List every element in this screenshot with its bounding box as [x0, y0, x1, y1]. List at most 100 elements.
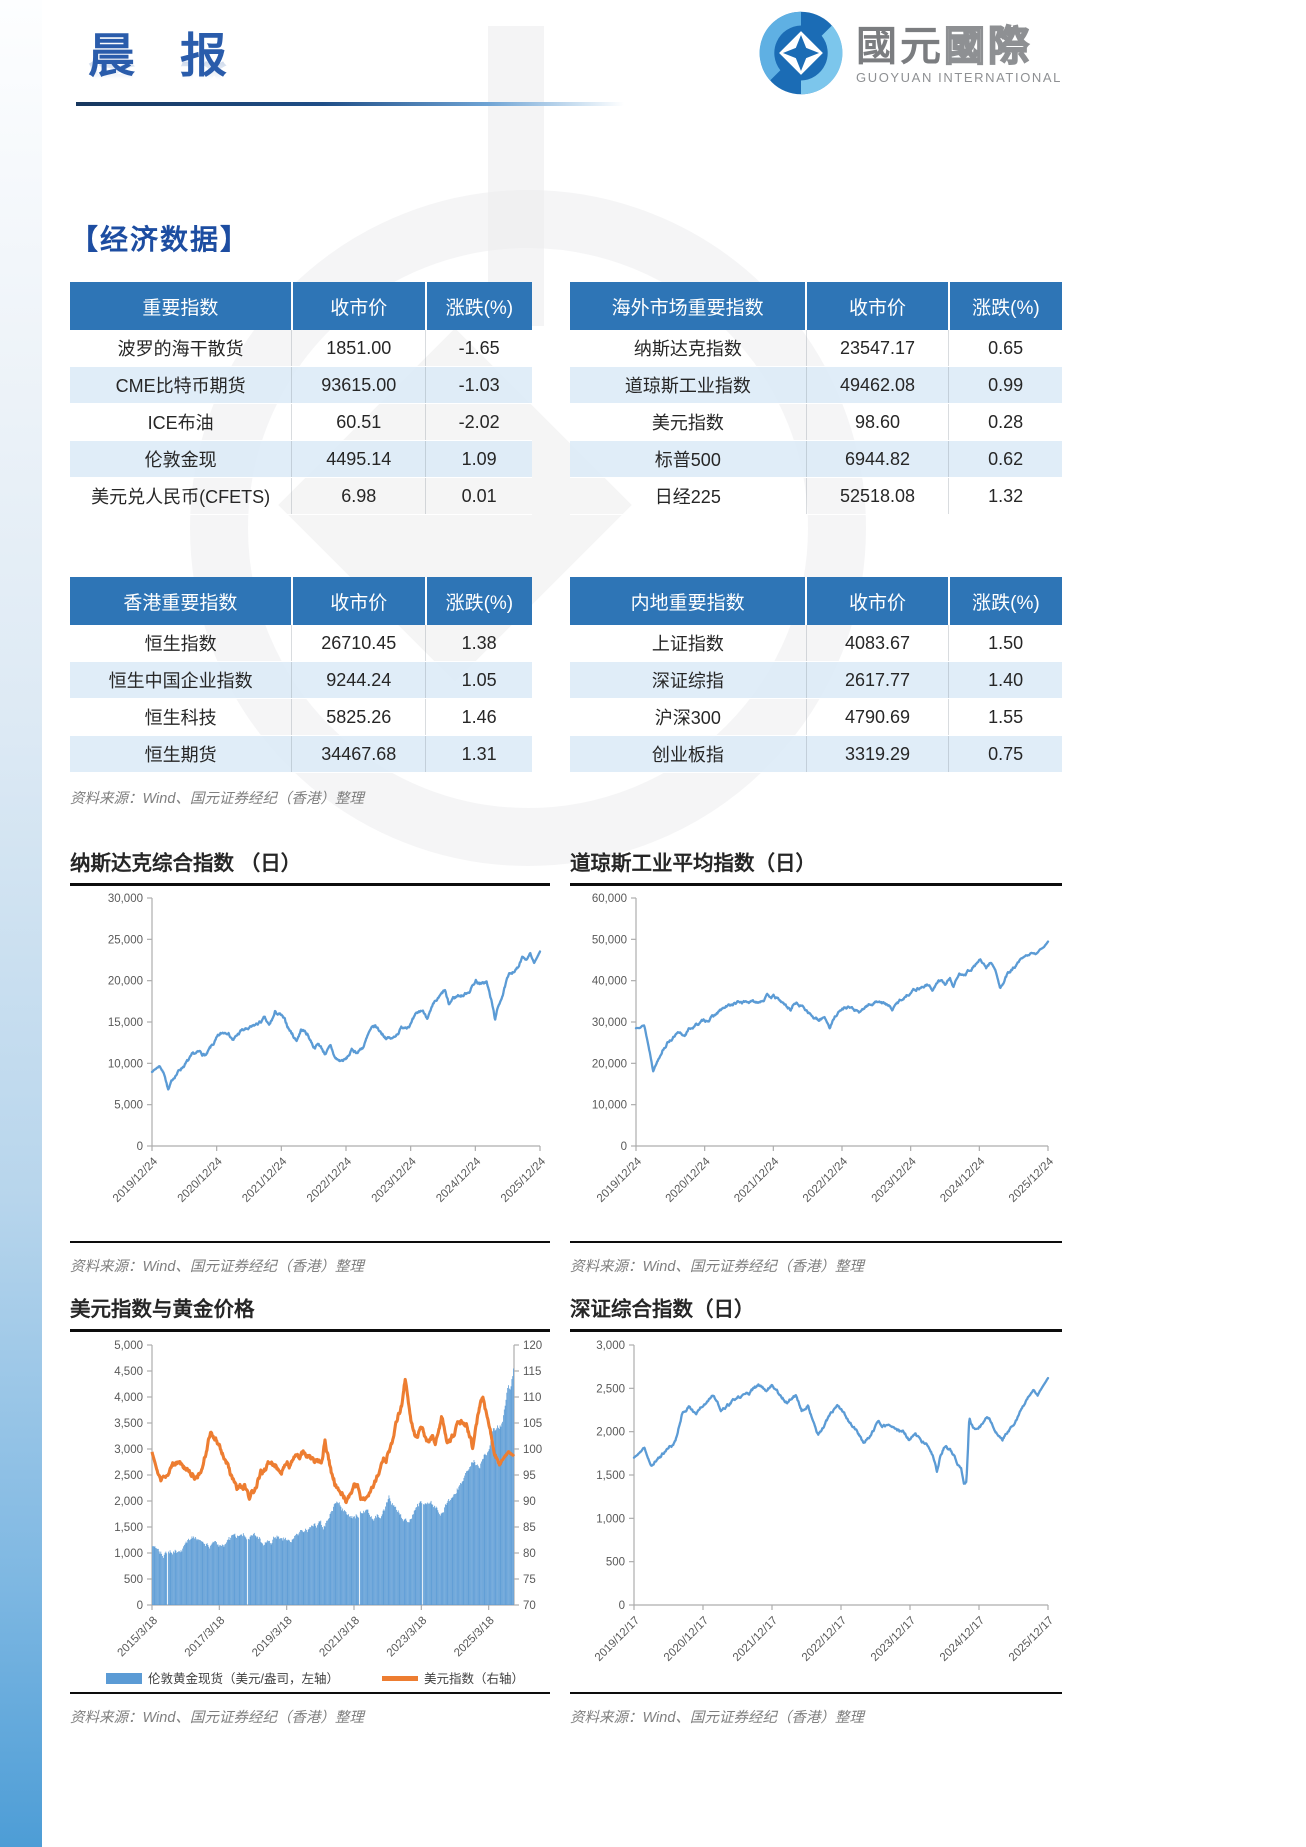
table-row: 美元兑人民币(CFETS) 6.98 0.01: [70, 477, 532, 515]
svg-text:110: 110: [523, 1392, 541, 1404]
table-row: 沪深300 4790.69 1.55: [570, 698, 1062, 736]
svg-text:500: 500: [606, 1557, 625, 1569]
table-row: ICE布油 60.51 -2.02: [70, 403, 532, 441]
svg-text:2022/12/17: 2022/12/17: [800, 1615, 849, 1664]
svg-text:2021/12/17: 2021/12/17: [731, 1615, 780, 1664]
table-row: 纳斯达克指数 23547.17 0.65: [570, 330, 1062, 367]
table-row: 上证指数 4083.67 1.50: [570, 625, 1062, 662]
svg-text:2,500: 2,500: [596, 1383, 625, 1395]
svg-text:2022/12/24: 2022/12/24: [801, 1155, 851, 1205]
table-cell: 1.38: [425, 625, 532, 662]
svg-text:3,000: 3,000: [596, 1340, 625, 1352]
table-cell: 5825.26: [291, 698, 426, 736]
table-cell: 1.40: [948, 661, 1062, 699]
table-row: 标普500 6944.82 0.62: [570, 440, 1062, 478]
svg-text:2021/12/24: 2021/12/24: [732, 1155, 782, 1205]
table-important-indices: 重要指数 收市价 涨跌(%) 波罗的海干散货 1851.00 -1.65 CME比特币期货 9…: [70, 282, 532, 515]
table-cell: 0.75: [948, 735, 1062, 773]
svg-text:5,000: 5,000: [114, 1340, 143, 1352]
table-cell: 0.62: [948, 440, 1062, 478]
table-cell: 4495.14: [291, 440, 426, 478]
table-cell: 1.50: [948, 625, 1062, 662]
svg-text:20,000: 20,000: [592, 1058, 627, 1070]
svg-text:2020/12/17: 2020/12/17: [662, 1615, 711, 1664]
table-header-cell: 收市价: [805, 282, 949, 330]
svg-text:60,000: 60,000: [592, 893, 627, 905]
usd-index-line-series: [150, 1377, 516, 1505]
svg-text:1,500: 1,500: [114, 1522, 143, 1534]
chart-source-note: 资料来源：Wind、国元证券经纪（香港）整理: [70, 1710, 364, 1726]
svg-text:500: 500: [124, 1574, 143, 1586]
table-hk-indices: 香港重要指数 收市价 涨跌(%) 恒生指数 26710.45 1.38 恒生中国企业指数 92…: [70, 577, 532, 773]
table-cell: 深证综指: [570, 661, 807, 699]
table-cell: 道琼斯工业指数: [570, 366, 807, 404]
svg-text:1,000: 1,000: [114, 1548, 143, 1560]
table-header-cell: 重要指数: [70, 282, 292, 330]
svg-text:2025/12/24: 2025/12/24: [499, 1155, 549, 1205]
svg-text:2023/3/18: 2023/3/18: [385, 1615, 430, 1660]
table-row: 创业板指 3319.29 0.75: [570, 735, 1062, 773]
svg-text:120: 120: [523, 1340, 542, 1352]
svg-text:15,000: 15,000: [108, 1017, 143, 1029]
tables-row-1: 重要指数 收市价 涨跌(%) 波罗的海干散货 1851.00 -1.65 CME比特币期货 9…: [70, 282, 1062, 515]
svg-text:4,500: 4,500: [114, 1366, 143, 1378]
chart-source-note: 资料来源：Wind、国元证券经纪（香港）整理: [570, 1259, 864, 1275]
charts-row-1: 纳斯达克综合指数 （日） 0 5,000 10,000 15,000 20,000 25,…: [70, 846, 1062, 1243]
svg-text:80: 80: [523, 1548, 536, 1560]
table-cell: 1.32: [948, 477, 1062, 515]
chart-block-nasdaq: 纳斯达克综合指数 （日） 0 5,000 10,000 15,000 20,000 25,…: [70, 846, 550, 1243]
svg-text:2017/3/18: 2017/3/18: [183, 1615, 228, 1660]
table-cell: 60.51: [291, 403, 426, 441]
chart-source-note: 资料来源：Wind、国元证券经纪（香港）整理: [570, 1710, 864, 1726]
table-overseas-indices: 海外市场重要指数 收市价 涨跌(%) 纳斯达克指数 23547.17 0.65 道琼斯工业指…: [570, 282, 1062, 515]
table-cell: 34467.68: [291, 735, 426, 773]
svg-text:70: 70: [523, 1600, 536, 1612]
svg-text:20,000: 20,000: [108, 976, 143, 988]
table-cell: 日经225: [570, 477, 807, 515]
report-title: 晨 报: [88, 29, 244, 82]
svg-text:95: 95: [523, 1470, 536, 1482]
svg-text:2025/12/24: 2025/12/24: [1007, 1155, 1057, 1205]
svg-text:85: 85: [523, 1522, 536, 1534]
svg-text:50,000: 50,000: [592, 934, 627, 946]
table-row: 波罗的海干散货 1851.00 -1.65: [70, 330, 532, 367]
table-cell: 0.01: [425, 477, 532, 515]
tables-source-note: 资料来源：Wind、国元证券经纪（香港）整理: [70, 791, 364, 807]
table-cell: 美元指数: [570, 403, 807, 441]
chart-source-note: 资料来源：Wind、国元证券经纪（香港）整理: [70, 1259, 364, 1275]
company-logo: 國元國際 GUOYUAN INTERNATIONAL: [758, 10, 1062, 101]
svg-text:0: 0: [137, 1600, 143, 1612]
table-cell: 创业板指: [570, 735, 807, 773]
svg-text:30,000: 30,000: [108, 893, 143, 905]
table-cell: 标普500: [570, 440, 807, 478]
table-row: 日经225 52518.08 1.32: [570, 477, 1062, 515]
table-cell: 3319.29: [805, 735, 949, 773]
table-cell: -2.02: [425, 403, 532, 441]
table-cell: 恒生指数: [70, 625, 292, 662]
svg-text:伦敦黄金现货（美元/盎司，左轴）: 伦敦黄金现货（美元/盎司，左轴）: [148, 1671, 339, 1686]
chart-block-dow: 道琼斯工业平均指数（日） 0 10,000 20,000 30,000 40,000 50…: [570, 846, 1062, 1243]
table-header-row: 内地重要指数 收市价 涨跌(%): [570, 577, 1062, 625]
table-header-cell: 涨跌(%): [424, 577, 532, 625]
svg-text:2,000: 2,000: [114, 1496, 143, 1508]
section-title-economic-data: 【经济数据】: [70, 224, 251, 255]
logo-text: 國元國際 GUOYUAN INTERNATIONAL: [856, 25, 1062, 85]
svg-text:2021/3/18: 2021/3/18: [317, 1615, 362, 1660]
table-header-cell: 内地重要指数: [570, 577, 807, 625]
title-underline: [76, 102, 624, 106]
svg-text:5,000: 5,000: [114, 1100, 143, 1112]
table-cell: 2617.77: [805, 661, 949, 699]
svg-text:10,000: 10,000: [592, 1100, 627, 1112]
svg-text:2023/12/24: 2023/12/24: [370, 1155, 420, 1205]
svg-text:25,000: 25,000: [108, 934, 143, 946]
table-row: 美元指数 98.60 0.28: [570, 403, 1062, 441]
table-cell: -1.03: [425, 366, 532, 404]
table-cell: 98.60: [805, 403, 949, 441]
table-header-cell: 香港重要指数: [70, 577, 292, 625]
svg-text:75: 75: [523, 1574, 536, 1586]
axes: 0 500 1,000 1,500 2,000 2,500 3,000 2019/12/17 2…: [593, 1340, 1056, 1664]
table-cell: 93615.00: [291, 366, 426, 404]
table-cell: 23547.17: [805, 330, 949, 367]
table-header-cell: 涨跌(%): [424, 282, 532, 330]
svg-text:3,000: 3,000: [114, 1444, 143, 1456]
